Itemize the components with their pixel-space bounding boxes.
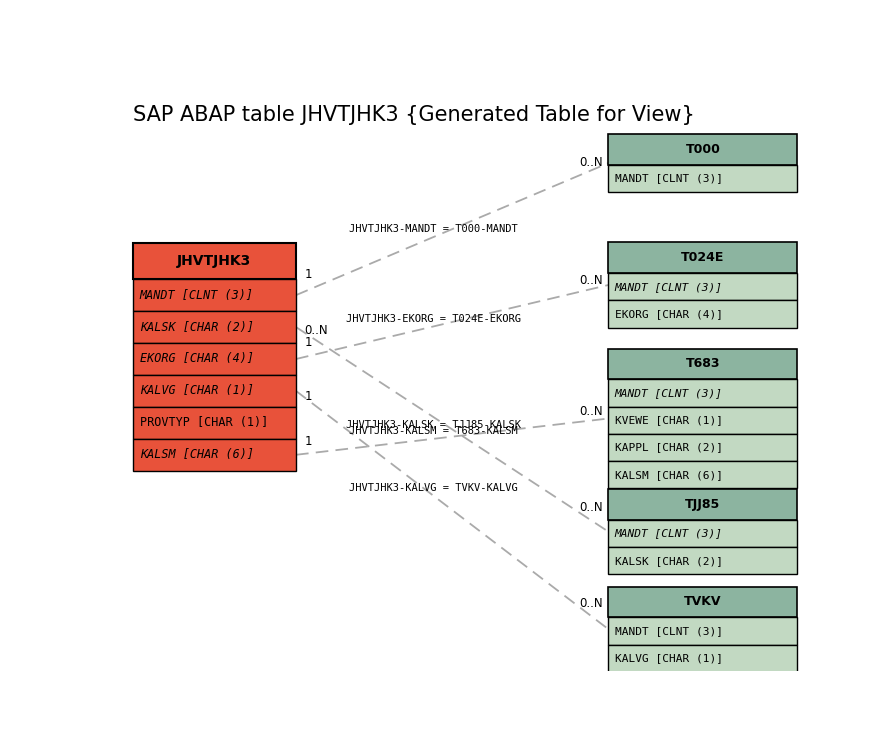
Bar [133, 343, 296, 375]
Text: 1: 1 [305, 336, 312, 349]
Text: KALVG [CHAR (1)]: KALVG [CHAR (1)] [140, 385, 254, 397]
Bar [608, 165, 797, 192]
Text: JHVTJHK3-KALSM = T683-KALSM: JHVTJHK3-KALSM = T683-KALSM [349, 426, 518, 437]
Bar [608, 300, 797, 328]
Text: 0..N: 0..N [580, 596, 603, 610]
Bar [133, 311, 296, 343]
Text: 0..N: 0..N [580, 405, 603, 418]
Text: MANDT [CLNT (3)]: MANDT [CLNT (3)] [615, 388, 723, 398]
Text: T024E: T024E [681, 251, 725, 264]
Text: 1: 1 [305, 390, 312, 403]
Text: 0..N: 0..N [580, 274, 603, 287]
Text: EKORG [CHAR (4)]: EKORG [CHAR (4)] [140, 353, 254, 366]
Bar [608, 348, 797, 379]
Text: KAPPL [CHAR (2)]: KAPPL [CHAR (2)] [615, 443, 723, 452]
Text: JHVTJHK3-EKORG = T024E-EKORG: JHVTJHK3-EKORG = T024E-EKORG [346, 314, 521, 324]
Bar [608, 242, 797, 273]
Text: SAP ABAP table JHVTJHK3 {Generated Table for View}: SAP ABAP table JHVTJHK3 {Generated Table… [133, 105, 694, 125]
Text: JHVTJHK3-KALSK = TJJ85-KALSK: JHVTJHK3-KALSK = TJJ85-KALSK [346, 420, 521, 430]
Text: 0..N: 0..N [305, 323, 328, 337]
Text: 0..N: 0..N [580, 501, 603, 514]
Text: TVKV: TVKV [685, 596, 721, 608]
Text: MANDT [CLNT (3)]: MANDT [CLNT (3)] [140, 289, 254, 302]
Text: JHVTJHK3-MANDT = T000-MANDT: JHVTJHK3-MANDT = T000-MANDT [349, 225, 518, 234]
Text: KALSM [CHAR (6)]: KALSM [CHAR (6)] [140, 449, 254, 461]
Text: KALSK [CHAR (2)]: KALSK [CHAR (2)] [615, 556, 723, 566]
Bar [608, 379, 797, 406]
Bar [133, 244, 296, 279]
Text: 0..N: 0..N [580, 156, 603, 170]
Text: KVEWE [CHAR (1)]: KVEWE [CHAR (1)] [615, 415, 723, 425]
Bar [608, 134, 797, 165]
Bar [608, 461, 797, 489]
Bar [608, 520, 797, 547]
Text: MANDT [CLNT (3)]: MANDT [CLNT (3)] [615, 529, 723, 538]
Bar [608, 489, 797, 520]
Text: MANDT [CLNT (3)]: MANDT [CLNT (3)] [615, 282, 723, 292]
Text: T683: T683 [685, 357, 720, 370]
Text: KALVG [CHAR (1)]: KALVG [CHAR (1)] [615, 653, 723, 664]
Text: 1: 1 [305, 434, 312, 448]
Text: EKORG [CHAR (4)]: EKORG [CHAR (4)] [615, 309, 723, 319]
Bar [608, 273, 797, 300]
Bar [133, 439, 296, 470]
Bar [608, 587, 797, 618]
Bar [608, 434, 797, 461]
Text: MANDT [CLNT (3)]: MANDT [CLNT (3)] [615, 173, 723, 183]
Text: MANDT [CLNT (3)]: MANDT [CLNT (3)] [615, 626, 723, 636]
Text: 1: 1 [305, 268, 312, 281]
Bar [608, 547, 797, 575]
Text: JHVTJHK3-KALVG = TVKV-KALVG: JHVTJHK3-KALVG = TVKV-KALVG [349, 483, 518, 493]
Text: JHVTJHK3: JHVTJHK3 [177, 254, 252, 268]
Bar [608, 618, 797, 645]
Bar [608, 406, 797, 434]
Text: T000: T000 [685, 143, 720, 156]
Text: TJJ85: TJJ85 [685, 498, 720, 511]
Bar [133, 279, 296, 311]
Bar [133, 407, 296, 439]
Text: KALSM [CHAR (6)]: KALSM [CHAR (6)] [615, 470, 723, 480]
Text: PROVTYP [CHAR (1)]: PROVTYP [CHAR (1)] [140, 416, 268, 429]
Bar [608, 645, 797, 672]
Bar [133, 375, 296, 407]
Text: KALSK [CHAR (2)]: KALSK [CHAR (2)] [140, 320, 254, 333]
